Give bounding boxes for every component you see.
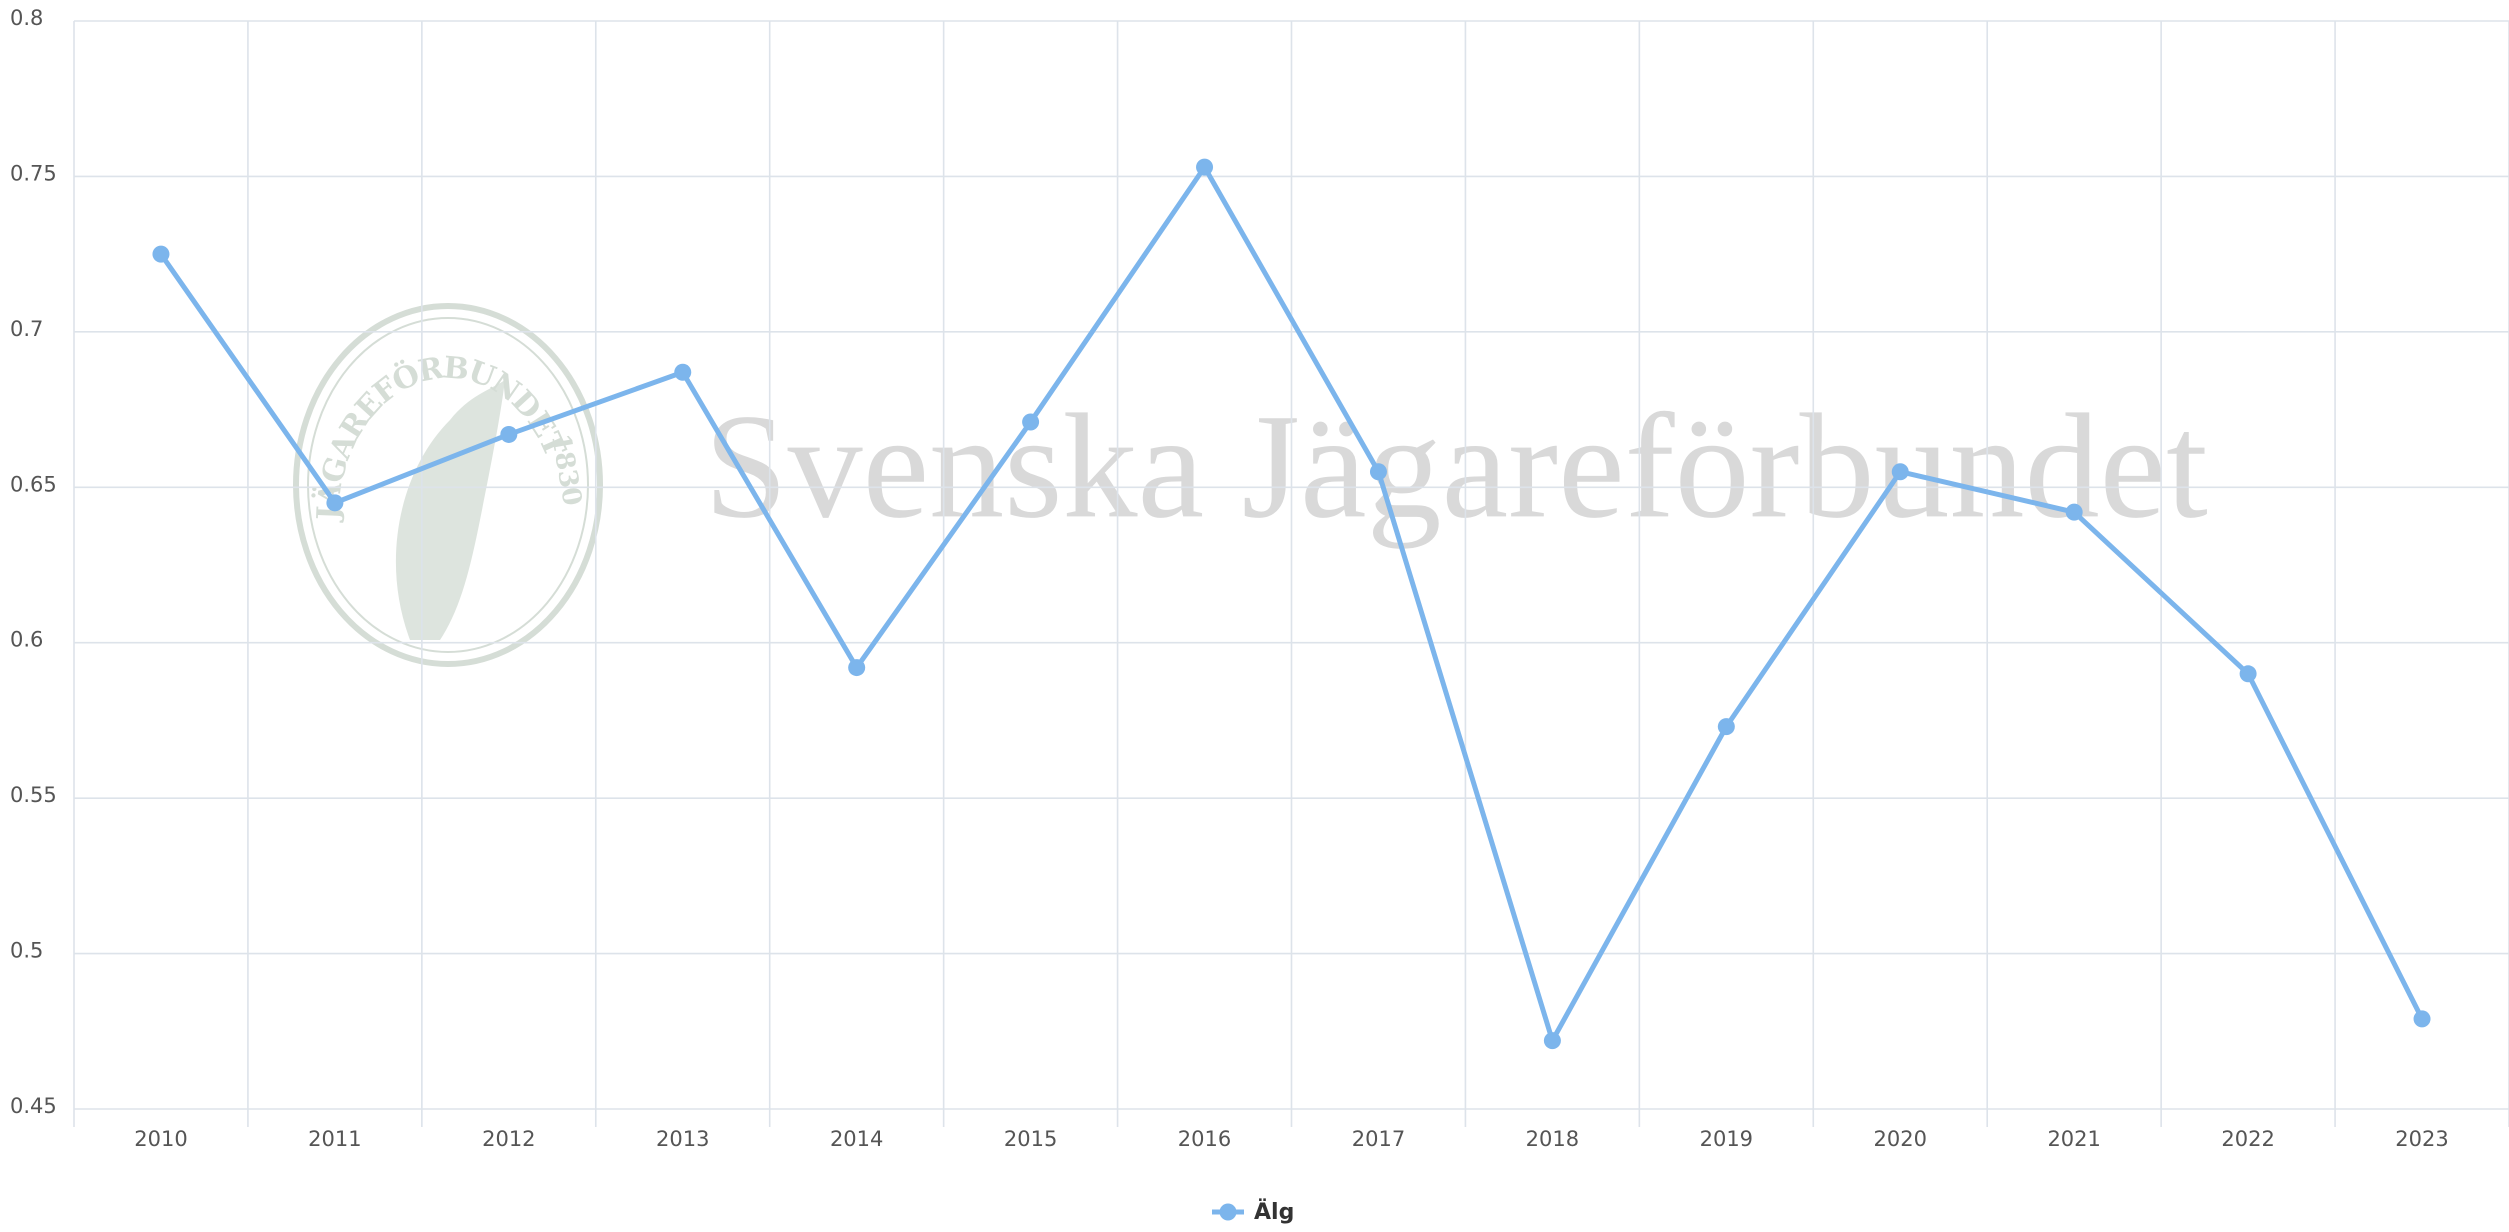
y-tick-label: 0.6 bbox=[10, 628, 43, 652]
data-point bbox=[1891, 463, 1909, 481]
y-tick-label: 0.7 bbox=[10, 317, 43, 341]
legend-marker bbox=[1219, 1203, 1237, 1221]
logo-year: 1830 bbox=[545, 432, 587, 508]
data-point bbox=[2239, 665, 2257, 683]
x-tick-label: 2010 bbox=[134, 1127, 187, 1151]
logo-ring-inner bbox=[307, 317, 589, 653]
y-tick-label: 0.75 bbox=[10, 161, 57, 185]
data-point bbox=[2065, 503, 2083, 521]
x-tick-label: 2018 bbox=[1526, 1127, 1579, 1151]
x-tick-label: 2015 bbox=[1004, 1127, 1057, 1151]
y-tick-label: 0.8 bbox=[10, 6, 43, 30]
x-tick-label: 2014 bbox=[830, 1127, 883, 1151]
x-tick-label: 2013 bbox=[656, 1127, 709, 1151]
x-tick-label: 2017 bbox=[1352, 1127, 1405, 1151]
legend-label: Älg bbox=[1254, 1199, 1294, 1225]
data-point bbox=[152, 245, 170, 263]
x-tick-label: 2023 bbox=[2395, 1127, 2448, 1151]
data-point bbox=[1369, 463, 1387, 481]
data-point bbox=[500, 425, 518, 443]
watermark-text: Svenska Jägareförbundet bbox=[704, 383, 2208, 549]
logo-eagle bbox=[395, 380, 505, 640]
x-tick-label: 2011 bbox=[308, 1127, 361, 1151]
data-point bbox=[848, 659, 866, 677]
y-tick-label: 0.45 bbox=[10, 1094, 57, 1118]
data-point bbox=[674, 363, 692, 381]
data-point bbox=[1717, 718, 1735, 736]
series-line bbox=[158, 164, 2425, 1044]
y-tick-label: 0.55 bbox=[10, 783, 57, 807]
x-tick-label: 2016 bbox=[1178, 1127, 1231, 1151]
x-tick-label: 2021 bbox=[2047, 1127, 2100, 1151]
x-tick-label: 2020 bbox=[1874, 1127, 1927, 1151]
data-point bbox=[1022, 413, 1040, 431]
x-tick-label: 2012 bbox=[482, 1127, 535, 1151]
plot: 0.45 0.5 0.55 0.6 0.65 0.7 0.75 0.8 2010 2011 2012… bbox=[10, 6, 2509, 1225]
data-point bbox=[2413, 1010, 2431, 1028]
x-tick-label: 2022 bbox=[2221, 1127, 2274, 1151]
y-tick-label: 0.65 bbox=[10, 472, 57, 496]
x-tick-label: 2019 bbox=[1700, 1127, 1753, 1151]
logo-ring bbox=[293, 303, 603, 667]
data-point bbox=[1543, 1032, 1561, 1050]
y-tick-label: 0.5 bbox=[10, 939, 43, 963]
data-point bbox=[326, 494, 344, 512]
data-point bbox=[1196, 158, 1214, 176]
